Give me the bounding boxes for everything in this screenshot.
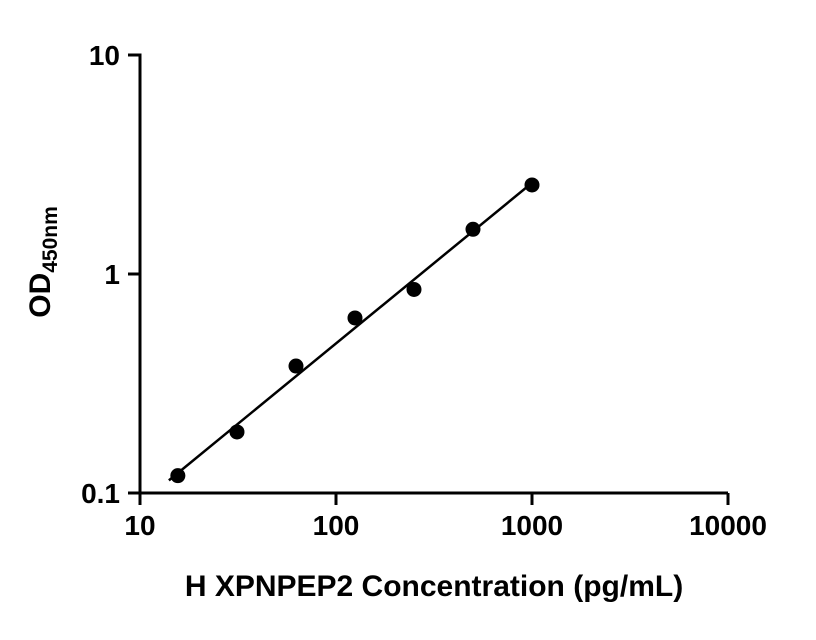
y-axis-title-subscript: 450nm xyxy=(39,206,62,273)
data-point xyxy=(288,358,304,374)
axes-spines xyxy=(138,53,728,495)
y-axis-title: OD450nm xyxy=(24,206,62,318)
data-point xyxy=(170,468,186,484)
data-point xyxy=(465,221,481,237)
plot-area: 10 100 1000 10000 10 1 0.1 xyxy=(81,40,767,541)
y-axis-tick-label: 10 xyxy=(89,40,120,71)
data-point xyxy=(347,310,363,326)
trend-line xyxy=(168,179,537,482)
x-axis-title: H XPNPEP2 Concentration (pg/mL) xyxy=(185,570,683,603)
data-point xyxy=(524,177,540,193)
y-axis-title-main: OD xyxy=(24,273,57,318)
x-axis-tick-label: 100 xyxy=(313,510,360,541)
x-axis-tick-label: 10000 xyxy=(689,510,767,541)
y-axis-tick-label: 0.1 xyxy=(81,478,120,509)
x-axis-tick-label: 1000 xyxy=(501,510,563,541)
y-axis-tick-label: 1 xyxy=(104,259,120,290)
data-point xyxy=(406,281,422,297)
data-point xyxy=(229,424,245,440)
x-axis-tick-label: 10 xyxy=(124,510,155,541)
